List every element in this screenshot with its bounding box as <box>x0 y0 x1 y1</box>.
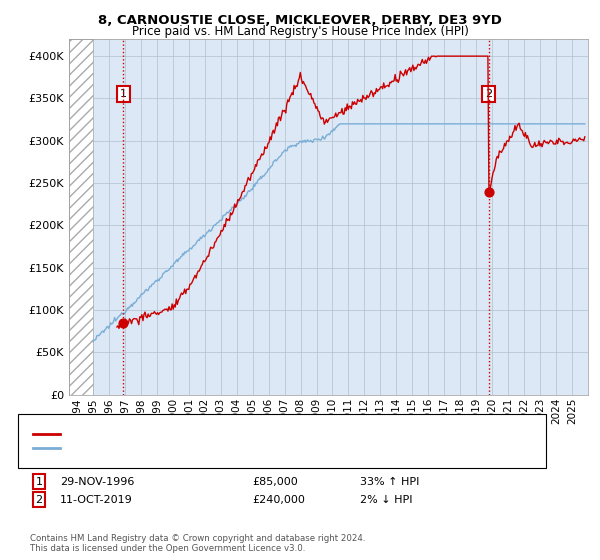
Text: 2: 2 <box>485 89 492 99</box>
Text: 2: 2 <box>35 494 43 505</box>
Text: £240,000: £240,000 <box>252 494 305 505</box>
Text: 33% ↑ HPI: 33% ↑ HPI <box>360 477 419 487</box>
Text: 8, CARNOUSTIE CLOSE, MICKLEOVER, DERBY, DE3 9YD: 8, CARNOUSTIE CLOSE, MICKLEOVER, DERBY, … <box>98 14 502 27</box>
Text: Contains HM Land Registry data © Crown copyright and database right 2024.
This d: Contains HM Land Registry data © Crown c… <box>30 534 365 553</box>
Text: 2% ↓ HPI: 2% ↓ HPI <box>360 494 413 505</box>
Text: Price paid vs. HM Land Registry's House Price Index (HPI): Price paid vs. HM Land Registry's House … <box>131 25 469 38</box>
Text: 8, CARNOUSTIE CLOSE, MICKLEOVER, DERBY, DE3 9YD (detached house): 8, CARNOUSTIE CLOSE, MICKLEOVER, DERBY, … <box>63 429 443 439</box>
Text: £85,000: £85,000 <box>252 477 298 487</box>
Text: 1: 1 <box>120 89 127 99</box>
Text: HPI: Average price, detached house, City of Derby: HPI: Average price, detached house, City… <box>63 443 325 453</box>
Point <box>484 187 493 196</box>
Text: 29-NOV-1996: 29-NOV-1996 <box>60 477 134 487</box>
Text: 1: 1 <box>35 477 43 487</box>
Bar <box>69 39 93 395</box>
Point <box>119 318 128 327</box>
Text: 11-OCT-2019: 11-OCT-2019 <box>60 494 133 505</box>
